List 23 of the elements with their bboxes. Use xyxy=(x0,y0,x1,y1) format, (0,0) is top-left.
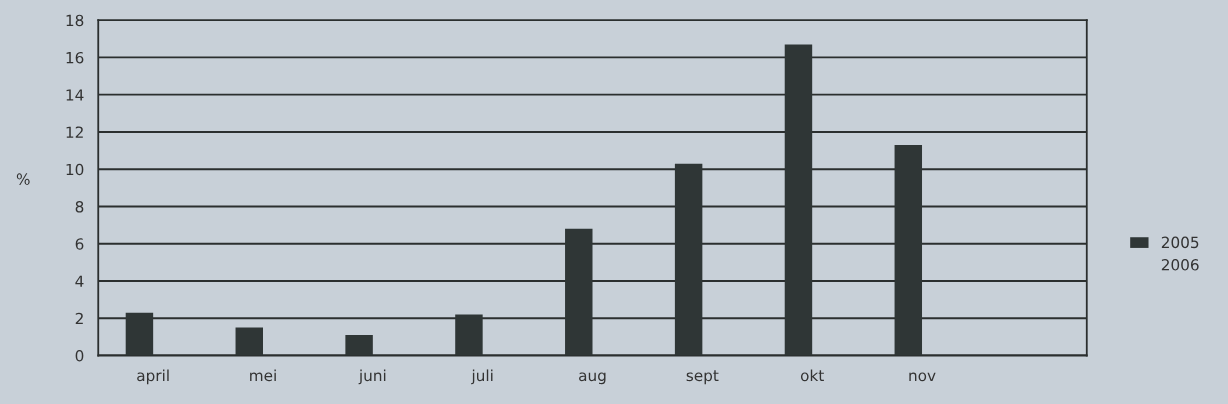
text: 2006 xyxy=(1161,259,1199,271)
bar xyxy=(345,335,373,356)
y-tick-label: 16 xyxy=(66,51,84,64)
x-tick-label: aug xyxy=(579,372,606,385)
x-tick-label: mei xyxy=(250,369,276,382)
x-tick-label: juli xyxy=(471,369,493,385)
y-tick-label: 0 xyxy=(75,349,84,362)
x-tick-label: sept xyxy=(686,370,719,385)
y-tick-label: 6 xyxy=(75,238,84,250)
y-axis-title: % xyxy=(16,173,30,185)
y-tick-label: 10 xyxy=(66,163,84,176)
x-tick-label: nov xyxy=(909,372,936,382)
bar xyxy=(235,327,263,356)
y-tick-label: 2 xyxy=(75,312,83,325)
legend-label: 2005 xyxy=(1161,236,1199,249)
y-tick-label: 18 xyxy=(66,14,84,27)
x-tick-label: juni xyxy=(358,369,386,385)
x-tick-label: april xyxy=(137,369,169,385)
y-tick-label: 8 xyxy=(75,200,84,213)
x-tick-label: okt xyxy=(800,369,824,382)
y-tick-label: 12 xyxy=(66,126,83,138)
y-tick-label: 4 xyxy=(75,275,84,287)
y-tick-label: 14 xyxy=(66,89,84,101)
